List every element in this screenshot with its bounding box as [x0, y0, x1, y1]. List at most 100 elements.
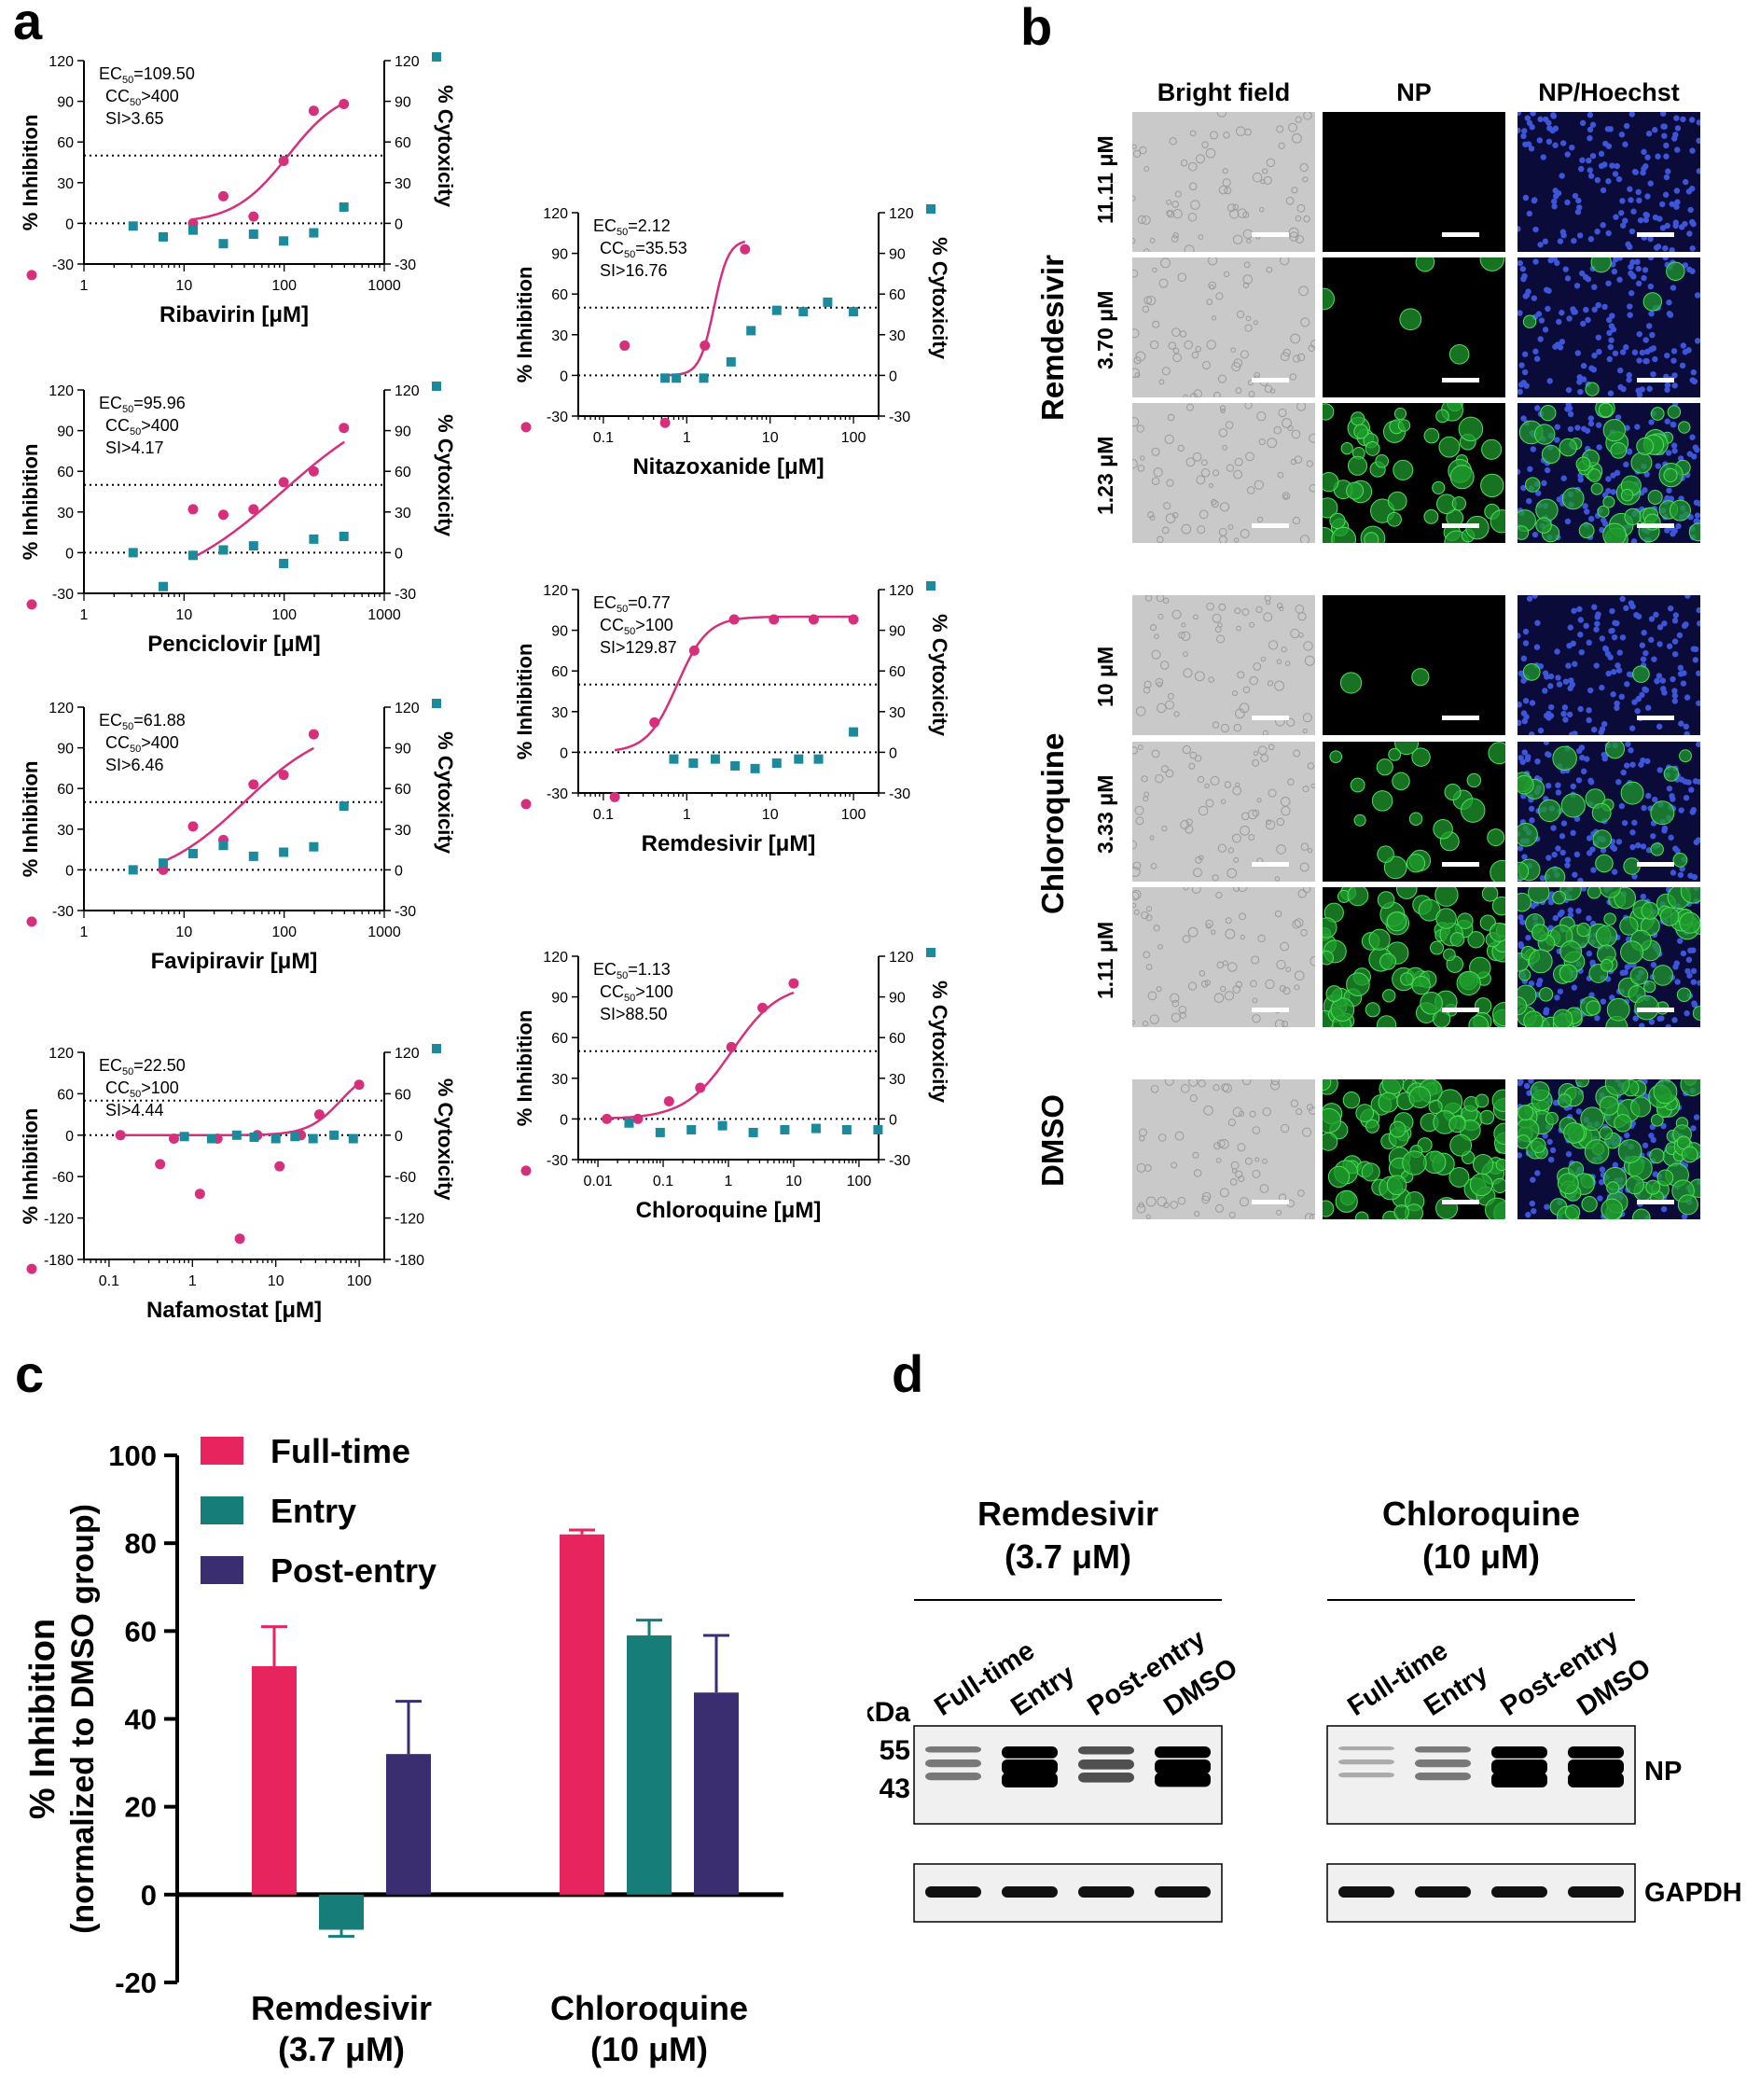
- nucleus: [1577, 705, 1584, 713]
- nucleus: [1547, 683, 1554, 689]
- nucleus: [1623, 461, 1629, 468]
- nucleus: [1615, 667, 1623, 674]
- y2-tick-label: -60: [395, 1170, 416, 1186]
- cytotoxicity-point: [726, 356, 736, 367]
- nucleus: [1640, 656, 1647, 662]
- nucleus: [1615, 175, 1623, 183]
- np-signal: [1606, 997, 1630, 1022]
- cell-outline: [1135, 816, 1144, 826]
- nucleus: [1696, 168, 1700, 174]
- y2-tick-label: 0: [395, 1129, 403, 1145]
- nucleus: [1684, 730, 1690, 735]
- x-axis-title: Nitazoxanide [μM]: [632, 454, 824, 480]
- cell-outline: [1150, 862, 1157, 869]
- nucleus: [1653, 611, 1659, 619]
- cell-outline: [1184, 244, 1195, 252]
- nucleus: [1601, 720, 1608, 728]
- nucleus: [1674, 146, 1681, 153]
- concentration-label: 3.33 μM: [1093, 774, 1117, 854]
- y2-tick-label: 60: [395, 465, 411, 480]
- cell-outline: [1247, 809, 1258, 820]
- np-signal: [1493, 1122, 1505, 1145]
- y-axis-legend-marker: [520, 1165, 532, 1176]
- y2-tick-label: 60: [889, 664, 906, 680]
- y-axis-title: % Inhibition: [19, 444, 42, 561]
- cell-outline: [1190, 200, 1200, 210]
- y-tick-label: 60: [551, 1031, 568, 1047]
- cell-outline: [1309, 1106, 1315, 1115]
- nucleus: [1520, 655, 1528, 662]
- nucleus: [1652, 796, 1658, 803]
- cell-outline: [1216, 634, 1226, 644]
- cell-outline: [1177, 444, 1185, 452]
- y-tick-label: 90: [57, 742, 74, 758]
- y2-axis-title: % Cytoxicity: [434, 731, 457, 855]
- nucleus: [1610, 326, 1617, 333]
- fit-curve: [614, 615, 854, 752]
- nucleus: [1546, 125, 1553, 132]
- np-band-label: NP: [1644, 1757, 1682, 1787]
- cytotoxicity-point: [710, 754, 720, 764]
- np-signal: [1323, 1132, 1338, 1151]
- cell-outline: [1181, 523, 1192, 535]
- cell-outline: [1232, 1106, 1243, 1118]
- cell-outline: [1225, 928, 1236, 939]
- inhibition-point: [757, 1002, 769, 1013]
- x-tick-label: 0.01: [583, 1174, 612, 1189]
- nucleus: [1691, 453, 1698, 460]
- cell-outline: [1238, 887, 1248, 893]
- nucleus: [1622, 969, 1628, 976]
- x-axis-title: Ribavirin [μM]: [159, 302, 309, 327]
- cell-outline: [1145, 1196, 1157, 1207]
- nucleus: [1696, 670, 1700, 676]
- bright-field-image: [1132, 887, 1315, 1027]
- cell-outline: [1256, 410, 1267, 422]
- np-signal: [1558, 1093, 1573, 1108]
- cell-outline: [1201, 360, 1211, 370]
- cell-outline: [1239, 1110, 1245, 1117]
- cell-outline: [1195, 154, 1205, 164]
- nucleus: [1642, 487, 1648, 494]
- cytotoxicity-point: [248, 229, 258, 240]
- np-signal: [1438, 436, 1461, 458]
- cell-outline: [1231, 362, 1241, 372]
- np-hoechst-image: [1517, 1079, 1700, 1219]
- cell-outline: [1273, 425, 1282, 435]
- nucleus: [1535, 490, 1542, 496]
- nucleus: [1577, 877, 1584, 882]
- nucleus: [1549, 1147, 1557, 1154]
- cell-outline: [1166, 210, 1173, 216]
- y-tick-label: 90: [551, 991, 568, 1007]
- nucleus: [1577, 632, 1584, 638]
- cell-outline: [1263, 612, 1273, 622]
- np-signal: [1517, 525, 1530, 540]
- y2-tick-label: -30: [889, 1153, 910, 1169]
- cell-outline: [1215, 1158, 1222, 1163]
- cell-outline: [1152, 320, 1160, 328]
- cell-outline: [1163, 1202, 1170, 1209]
- nucleus: [1587, 134, 1593, 142]
- np-signal: [1652, 965, 1674, 986]
- bright-field-image: [1132, 112, 1315, 252]
- np-signal: [1517, 1105, 1534, 1121]
- nucleus: [1594, 1015, 1601, 1022]
- nucleus: [1564, 151, 1571, 158]
- nucleus: [1554, 648, 1560, 655]
- cell-outline: [1152, 267, 1157, 273]
- cytotoxicity-point: [813, 754, 824, 764]
- nucleus: [1623, 605, 1629, 611]
- cell-outline: [1191, 351, 1199, 359]
- nucleus: [1582, 503, 1588, 509]
- cell-outline: [1183, 887, 1189, 891]
- cell-outline: [1242, 282, 1250, 288]
- nucleus: [1517, 226, 1521, 232]
- cell-outline: [1204, 783, 1210, 789]
- np-signal: [1365, 1119, 1379, 1133]
- x-tick-label: 1: [725, 1174, 733, 1189]
- nucleus: [1626, 376, 1632, 383]
- cell-outline: [1180, 1084, 1190, 1093]
- y2-tick-label: 120: [889, 583, 914, 599]
- nucleus: [1672, 612, 1680, 619]
- nucleus: [1572, 730, 1578, 735]
